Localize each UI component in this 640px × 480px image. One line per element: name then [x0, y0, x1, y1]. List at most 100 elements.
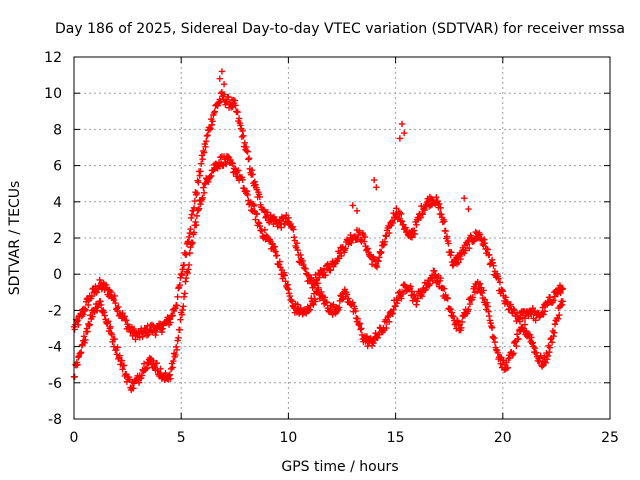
data-point [199, 194, 206, 201]
data-point [230, 165, 238, 172]
data-point [398, 210, 405, 218]
data-point [119, 366, 126, 373]
data-point [551, 321, 559, 328]
data-point [111, 292, 118, 300]
data-point [311, 281, 319, 288]
data-point [226, 100, 233, 108]
data-point [146, 354, 153, 362]
data-point [398, 295, 405, 302]
data-point [294, 246, 301, 254]
data-point [551, 329, 558, 336]
data-point [544, 352, 552, 360]
data-point [450, 313, 457, 320]
data-point [159, 325, 166, 332]
data-point [176, 281, 183, 289]
data-point [494, 349, 501, 357]
data-point [491, 338, 499, 346]
data-point [507, 301, 514, 308]
data-point [454, 317, 461, 325]
data-point [180, 293, 188, 300]
tick-labels: 0 5 10 15 20 25 -8 -6 -4 -2 0 2 4 6 8 10 12 [44, 50, 619, 446]
data-point [105, 318, 112, 325]
data-point [374, 334, 381, 341]
data-point [74, 361, 81, 368]
data-point [183, 251, 190, 258]
data-point [73, 318, 81, 325]
plot-frame [73, 56, 611, 420]
y-tick-label: -6 [48, 376, 62, 392]
data-point [425, 282, 433, 289]
x-tick-label: 5 [177, 430, 186, 446]
data-point [243, 187, 251, 195]
data-point [490, 262, 497, 269]
data-point [82, 336, 89, 344]
data-point [486, 312, 493, 320]
data-point [446, 305, 453, 312]
data-point [327, 267, 334, 274]
data-point [462, 247, 469, 254]
data-point [400, 129, 408, 137]
data-point [440, 285, 448, 292]
data-point [188, 211, 196, 218]
data-point [75, 321, 82, 329]
data-point [281, 272, 289, 279]
y-axis-title: SDTVAR / TECUs [7, 181, 23, 296]
data-point [229, 160, 236, 167]
data-point [318, 288, 325, 296]
data-point [207, 125, 214, 132]
data-point [116, 352, 123, 359]
data-point [358, 331, 366, 339]
data-point [516, 318, 524, 325]
data-point [432, 271, 439, 278]
data-point [285, 286, 292, 293]
data-point [166, 371, 173, 378]
data-point [71, 326, 78, 333]
data-point [548, 339, 556, 346]
data-point [211, 108, 218, 115]
data-point [486, 251, 493, 258]
data-point [241, 139, 249, 146]
data-point [150, 322, 157, 329]
data-point [209, 118, 216, 125]
data-point [215, 99, 223, 106]
data-point [176, 326, 183, 334]
data-point [235, 115, 243, 122]
data-point [423, 198, 431, 206]
data-point [411, 230, 419, 238]
data-point [172, 351, 179, 359]
data-point [504, 364, 512, 371]
data-point [170, 357, 177, 365]
data-point [288, 298, 296, 305]
data-point [190, 204, 198, 212]
data-point [437, 204, 444, 212]
y-tick-label: -8 [48, 412, 62, 428]
data-point [401, 282, 409, 289]
data-point [199, 156, 206, 163]
data-point [360, 238, 368, 245]
data-point [135, 379, 143, 386]
data-point [302, 265, 309, 273]
chart-title: Day 186 of 2025, Sidereal Day-to-day VTE… [55, 21, 625, 37]
data-point [183, 274, 190, 282]
data-point [294, 301, 301, 308]
data-point [389, 219, 396, 227]
data-point [385, 312, 392, 320]
data-point [421, 206, 429, 214]
data-point [116, 310, 123, 318]
data-point [362, 338, 369, 345]
data-point [426, 280, 434, 288]
data-point [550, 332, 557, 340]
data-point [208, 172, 215, 179]
data-point [185, 233, 193, 241]
data-point [104, 319, 111, 326]
data-point [466, 300, 474, 308]
data-point [342, 245, 349, 252]
data-point [488, 323, 495, 330]
data-point [218, 68, 226, 75]
data-point [353, 207, 361, 215]
data-point [477, 234, 484, 242]
data-point [122, 317, 130, 324]
data-point [202, 143, 209, 150]
data-point [306, 306, 314, 314]
data-point [108, 331, 116, 339]
